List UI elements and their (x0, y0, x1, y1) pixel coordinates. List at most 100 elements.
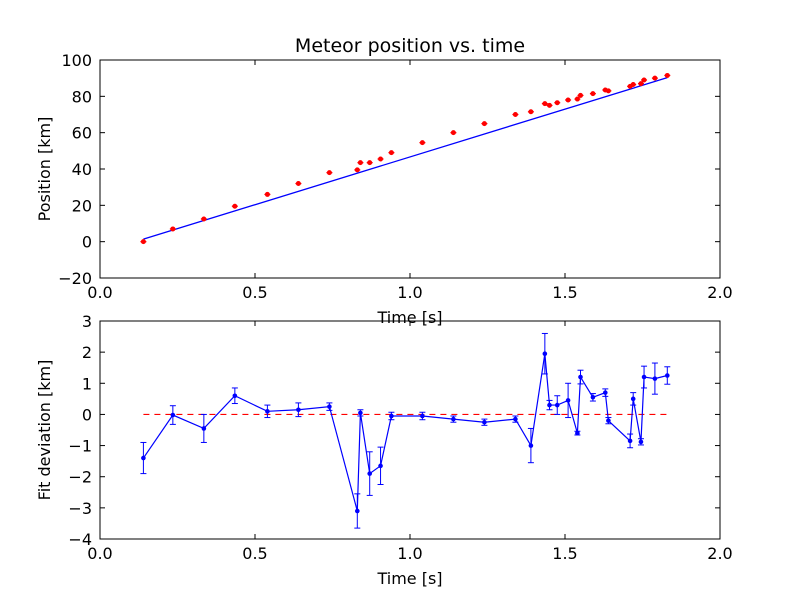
deviation-point (641, 365, 648, 389)
deviation-point (541, 332, 548, 375)
deviation-point (377, 446, 384, 485)
deviation-marker (554, 402, 560, 408)
y-tick-label: 60 (72, 124, 92, 143)
deviation-marker (575, 430, 580, 436)
deviation-point (450, 415, 457, 423)
observation-marker (264, 191, 270, 197)
deviation-line (142, 353, 668, 512)
observation-marker (419, 140, 425, 146)
x-tick-label: 1.0 (397, 283, 422, 302)
deviation-point (565, 382, 572, 419)
y-tick-label: −1 (68, 437, 92, 456)
observation-marker (528, 109, 534, 115)
x-tick-label: 0.5 (242, 544, 267, 563)
deviation-point (326, 402, 333, 411)
observation-marker (378, 156, 384, 162)
observation-point (512, 112, 519, 117)
observation-marker (638, 81, 644, 87)
y-axis-label: Fit deviation [km] (35, 360, 54, 501)
observation-marker (326, 170, 332, 176)
deviation-marker (170, 412, 176, 418)
x-tick-label: 0.0 (87, 283, 112, 302)
deviation-point (169, 405, 176, 425)
x-tick-label: 1.5 (552, 283, 577, 302)
observation-point (630, 82, 637, 88)
deviation-marker (590, 395, 596, 400)
observation-point (295, 181, 302, 187)
deviation-point (512, 415, 519, 423)
y-tick-label: −2 (68, 468, 92, 487)
deviation-point (637, 438, 644, 446)
deviation-marker (665, 373, 670, 378)
deviation-point (627, 433, 634, 449)
deviation-point (388, 411, 395, 421)
deviation-point (366, 451, 373, 496)
deviation-marker (652, 376, 658, 381)
observation-marker (367, 160, 373, 166)
deviation-marker (451, 416, 456, 422)
x-tick-label: 0.5 (242, 283, 267, 302)
deviation-marker (606, 418, 611, 423)
observation-marker (664, 72, 670, 78)
y-tick-label: 20 (72, 196, 92, 215)
observation-point (140, 239, 147, 245)
deviation-point (140, 441, 147, 475)
observation-marker (295, 181, 301, 187)
observation-point (366, 160, 373, 166)
deviation-marker (638, 439, 644, 445)
deviation-marker (378, 463, 383, 469)
x-tick-label: 1.5 (552, 544, 577, 563)
observation-point (651, 75, 658, 81)
deviation-point (546, 399, 553, 411)
y-tick-label: 1 (82, 374, 92, 393)
observation-point (388, 150, 395, 156)
deviation-point (419, 411, 426, 421)
observation-point (546, 102, 553, 108)
deviation-point (630, 392, 637, 406)
observation-marker (388, 150, 394, 156)
deviation-marker (578, 374, 583, 380)
deviation-point (231, 387, 238, 405)
observation-marker (578, 92, 583, 98)
deviation-marker (542, 351, 548, 357)
observation-marker (450, 130, 456, 136)
observation-point (565, 97, 572, 103)
deviation-marker (630, 396, 636, 402)
deviation-marker (355, 508, 360, 514)
y-tick-label: −4 (68, 530, 92, 549)
deviation-marker (358, 410, 363, 416)
observation-marker (565, 97, 571, 103)
deviation-point (605, 417, 612, 425)
deviation-marker (420, 413, 425, 419)
y-tick-label: 40 (72, 160, 92, 179)
observation-marker (630, 82, 636, 88)
observation-marker (512, 112, 518, 117)
deviation-marker (641, 374, 647, 380)
deviation-marker (367, 471, 373, 476)
deviation-point (264, 404, 271, 419)
observation-point (264, 191, 271, 197)
observation-point (577, 92, 584, 98)
observation-point (481, 121, 488, 127)
deviation-point (295, 402, 302, 418)
y-tick-label: −3 (68, 499, 92, 518)
y-tick-label: 0 (82, 233, 92, 252)
observation-point (357, 160, 364, 166)
y-tick-label: 100 (61, 51, 92, 70)
observation-marker (574, 96, 580, 102)
deviation-marker (232, 393, 238, 399)
deviation-marker (482, 419, 487, 425)
observation-point (231, 203, 238, 209)
deviation-point (357, 409, 364, 417)
observation-marker (354, 167, 360, 173)
deviation-point (527, 427, 534, 464)
observation-marker (590, 91, 596, 97)
observation-point (169, 226, 176, 232)
y-tick-label: 3 (82, 312, 92, 331)
deviation-point (577, 369, 584, 385)
deviation-point (574, 430, 581, 436)
observation-marker (140, 239, 146, 245)
observation-marker (201, 216, 207, 222)
x-tick-label: 0.0 (87, 544, 112, 563)
